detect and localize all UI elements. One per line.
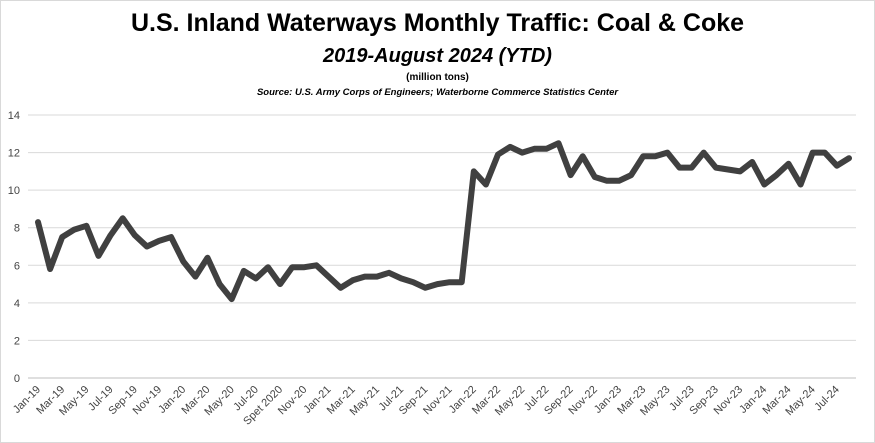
- data-point: [449, 281, 451, 283]
- data-point: [110, 234, 112, 236]
- y-tick-label: 2: [14, 335, 20, 347]
- data-point: [509, 146, 511, 148]
- data-point: [134, 234, 136, 236]
- data-point: [787, 163, 789, 165]
- data-point: [666, 152, 668, 154]
- data-point: [703, 152, 705, 154]
- data-point: [461, 281, 463, 283]
- data-point: [679, 167, 681, 169]
- chart-title: U.S. Inland Waterways Monthly Traffic: C…: [130, 9, 745, 37]
- x-axis-ticks: Jan-19Mar-19May-19Jul-19Sep-19Nov-19Jan-…: [11, 384, 842, 428]
- data-point: [73, 229, 75, 231]
- y-tick-label: 8: [14, 223, 20, 235]
- source-note: Source: U.S. Army Corps of Engineers; Wa…: [256, 87, 619, 98]
- data-point: [170, 236, 172, 238]
- data-point: [61, 236, 63, 238]
- y-tick-label: 10: [8, 185, 20, 197]
- data-point: [751, 161, 753, 163]
- data-point: [206, 257, 208, 259]
- data-point: [715, 167, 717, 169]
- data-point: [533, 148, 535, 150]
- data-point: [303, 266, 305, 268]
- data-point: [557, 142, 559, 144]
- data-point: [315, 264, 317, 266]
- data-point: [594, 176, 596, 178]
- data-point: [763, 184, 765, 186]
- data-point: [739, 170, 741, 172]
- data-point: [521, 152, 523, 154]
- data-point: [473, 170, 475, 172]
- data-point: [436, 283, 438, 285]
- data-point: [388, 272, 390, 274]
- data-point: [364, 276, 366, 278]
- y-axis-ticks: 0 2 4 6 8 10 12 14: [8, 110, 20, 385]
- data-point: [412, 281, 414, 283]
- data-point: [642, 155, 644, 157]
- data-point: [800, 184, 802, 186]
- data-point: [485, 184, 487, 186]
- data-point: [376, 276, 378, 278]
- gridlines: [28, 114, 856, 379]
- data-point: [146, 246, 148, 247]
- data-point: [122, 217, 124, 219]
- y-tick-label: 6: [14, 260, 20, 272]
- data-point: [497, 153, 499, 155]
- data-point: [582, 155, 584, 157]
- series-line: [35, 140, 852, 303]
- data-point: [570, 174, 572, 176]
- data-point: [836, 165, 838, 167]
- data-point: [352, 279, 354, 281]
- data-point: [630, 174, 632, 176]
- unit-note: (million tons): [406, 72, 469, 83]
- data-point: [255, 277, 257, 279]
- data-point: [37, 221, 39, 223]
- y-tick-label: 0: [14, 373, 20, 385]
- data-point: [400, 277, 402, 279]
- data-point: [812, 152, 814, 154]
- data-point: [340, 287, 342, 289]
- y-tick-label: 12: [8, 148, 20, 160]
- data-point: [424, 287, 426, 289]
- series-group: [35, 140, 852, 303]
- data-point: [545, 148, 547, 150]
- data-point: [775, 174, 777, 176]
- data-point: [231, 298, 233, 300]
- data-point: [618, 180, 620, 182]
- y-tick-label: 4: [14, 298, 20, 310]
- data-point: [85, 225, 87, 227]
- data-point: [727, 168, 729, 170]
- data-point: [267, 266, 269, 268]
- data-point: [328, 276, 330, 278]
- data-point: [691, 167, 693, 169]
- data-point: [291, 266, 293, 268]
- data-point: [219, 283, 221, 285]
- y-tick-label: 14: [8, 110, 20, 122]
- data-point: [606, 180, 608, 182]
- data-point: [824, 152, 826, 154]
- data-point: [279, 283, 281, 285]
- data-point: [182, 261, 184, 263]
- x-tick-label: Jul-24: [812, 384, 842, 414]
- data-point: [98, 255, 100, 257]
- data-point: [848, 157, 850, 159]
- data-point: [49, 268, 51, 270]
- data-point: [194, 276, 196, 278]
- data-point: [243, 270, 245, 272]
- chart-subtitle: 2019-August 2024 (YTD): [323, 45, 552, 67]
- data-point: [158, 240, 160, 242]
- data-point: [654, 155, 656, 157]
